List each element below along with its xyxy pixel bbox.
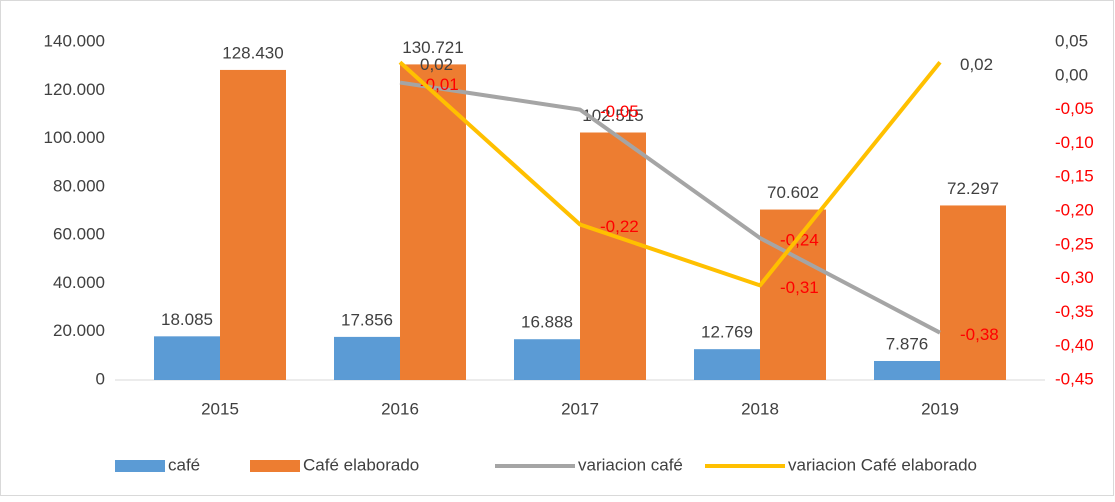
y-tick-label: 0 (96, 369, 105, 388)
data-label: 16.888 (521, 313, 573, 332)
y2-tick-label: 0,05 (1055, 31, 1088, 50)
x-tick-label: 2015 (201, 399, 239, 418)
x-tick-label: 2016 (381, 399, 419, 418)
y2-tick-label: -0,10 (1055, 133, 1094, 152)
data-label: 0,02 (420, 55, 453, 74)
data-label: 72.297 (947, 179, 999, 198)
y-tick-label: 20.000 (53, 321, 105, 340)
data-label: 12.769 (701, 323, 753, 342)
bar (334, 336, 400, 380)
data-label: -0,24 (780, 231, 819, 250)
data-label: -0,22 (600, 217, 639, 236)
y2-tick-label: -0,20 (1055, 200, 1094, 219)
data-label: 18.085 (161, 310, 213, 329)
data-label: -0,38 (960, 325, 999, 344)
y-tick-label: 120.000 (44, 80, 105, 99)
data-label: 130.721 (402, 38, 463, 57)
y-tick-label: 80.000 (53, 176, 105, 195)
legend-label: variacion Café elaborado (788, 455, 977, 474)
y-tick-label: 60.000 (53, 225, 105, 244)
bar (940, 205, 1006, 380)
y2-tick-label: -0,40 (1055, 336, 1094, 355)
bar (154, 336, 220, 380)
bar (400, 64, 466, 380)
data-label: 128.430 (222, 43, 283, 62)
bar (220, 69, 286, 380)
y2-tick-label: -0,45 (1055, 369, 1094, 388)
legend-label: café (168, 455, 200, 474)
data-label: 17.856 (341, 310, 393, 329)
y2-tick-label: 0,00 (1055, 65, 1088, 84)
data-label: -0,31 (780, 278, 819, 297)
x-tick-label: 2018 (741, 399, 779, 418)
bar (580, 132, 646, 380)
bar (760, 209, 826, 380)
line (398, 60, 942, 288)
y2-tick-label: -0,05 (1055, 99, 1094, 118)
data-label: 0,02 (960, 55, 993, 74)
legend-swatch (115, 460, 165, 472)
x-tick-label: 2017 (561, 399, 599, 418)
y-tick-label: 40.000 (53, 273, 105, 292)
legend-label: variacion café (578, 455, 683, 474)
legend-label: Café elaborado (303, 455, 419, 474)
y2-tick-label: -0,30 (1055, 268, 1094, 287)
bar (694, 349, 760, 380)
y2-tick-label: -0,15 (1055, 167, 1094, 186)
y-tick-label: 140.000 (44, 31, 105, 50)
y2-tick-label: -0,25 (1055, 234, 1094, 253)
y2-tick-label: -0,35 (1055, 302, 1094, 321)
x-tick-label: 2019 (921, 399, 959, 418)
data-label: -0,05 (600, 102, 639, 121)
line (399, 80, 941, 335)
data-label: 7.876 (886, 334, 929, 353)
data-label: 70.602 (767, 183, 819, 202)
bar (514, 339, 580, 380)
bar (874, 360, 940, 380)
y-tick-label: 100.000 (44, 128, 105, 147)
legend-swatch (250, 460, 300, 472)
